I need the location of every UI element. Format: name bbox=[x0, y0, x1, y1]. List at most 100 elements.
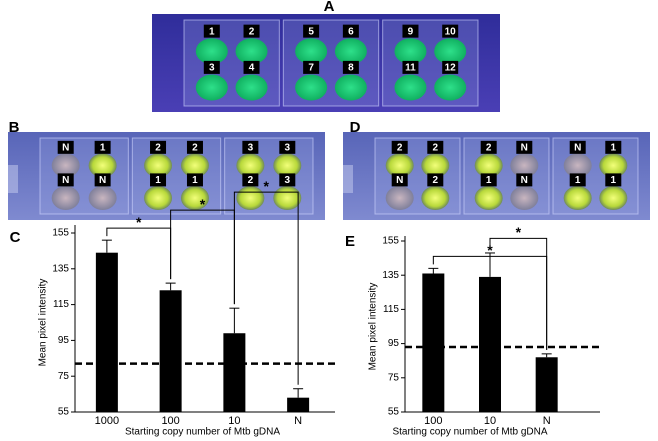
well bbox=[334, 38, 367, 65]
well-label: 3 bbox=[285, 142, 291, 153]
well-label: 2 bbox=[433, 175, 439, 186]
well bbox=[510, 153, 539, 178]
well-label: 8 bbox=[348, 63, 354, 74]
well bbox=[334, 74, 367, 101]
significance-label: * bbox=[487, 242, 493, 258]
well-label: N bbox=[99, 175, 106, 186]
y-axis-label: Mean pixel intensity bbox=[368, 283, 379, 371]
panel-letter: C bbox=[10, 229, 21, 246]
well-label-box bbox=[480, 140, 497, 154]
well-label-box bbox=[516, 140, 533, 154]
well-label: 6 bbox=[348, 26, 354, 37]
well bbox=[394, 74, 427, 101]
well bbox=[195, 38, 228, 65]
well-label-box bbox=[427, 140, 444, 154]
x-tick-label: 10 bbox=[484, 415, 496, 427]
well-label-box bbox=[427, 173, 444, 187]
well bbox=[563, 186, 592, 210]
well-label: 2 bbox=[433, 142, 439, 153]
well bbox=[563, 153, 592, 178]
well-label: 4 bbox=[249, 63, 255, 74]
well bbox=[434, 38, 467, 65]
well-label-box bbox=[516, 173, 533, 187]
well-label: 5 bbox=[308, 26, 314, 37]
well-label-box bbox=[279, 140, 296, 154]
significance-label: * bbox=[200, 196, 206, 212]
well bbox=[394, 38, 427, 65]
y-tick-label: 95 bbox=[58, 335, 70, 346]
well bbox=[510, 186, 539, 210]
panel-letter: B bbox=[9, 119, 20, 136]
well bbox=[88, 186, 117, 210]
well bbox=[51, 186, 80, 210]
y-tick-label: 75 bbox=[58, 371, 70, 382]
well-label: 1 bbox=[486, 175, 492, 186]
well-label-box bbox=[279, 173, 296, 187]
well-label: 1 bbox=[155, 175, 161, 186]
slide-tab bbox=[343, 165, 353, 193]
bar bbox=[535, 357, 558, 412]
well-label: 3 bbox=[285, 175, 291, 186]
well-label-box bbox=[94, 140, 111, 154]
well-label-box bbox=[342, 60, 359, 74]
well-label: 1 bbox=[192, 175, 198, 186]
well-label: N bbox=[574, 142, 581, 153]
well-label: 1 bbox=[611, 175, 617, 186]
well-label-box bbox=[150, 173, 167, 187]
significance-label: * bbox=[264, 178, 270, 194]
x-axis-label: Starting copy number of Mtb gDNA bbox=[392, 427, 547, 438]
well-label: 7 bbox=[308, 63, 314, 74]
well bbox=[474, 186, 503, 210]
well-label: N bbox=[62, 175, 69, 186]
y-tick-label: 95 bbox=[388, 338, 400, 349]
y-tick-label: 115 bbox=[383, 304, 399, 315]
well bbox=[599, 186, 628, 210]
x-axis-label: Starting copy number of Mtb gDNA bbox=[125, 427, 280, 438]
well-label-box bbox=[605, 140, 622, 154]
y-tick-label: 115 bbox=[53, 299, 69, 310]
well-label-box bbox=[391, 140, 408, 154]
well-label: 2 bbox=[486, 142, 492, 153]
significance-label: * bbox=[136, 214, 142, 230]
well-label: 2 bbox=[248, 175, 254, 186]
well bbox=[599, 153, 628, 178]
well-label: 12 bbox=[445, 63, 457, 74]
well bbox=[474, 153, 503, 178]
x-tick-label: N bbox=[294, 415, 302, 427]
well-label-box bbox=[569, 173, 586, 187]
well bbox=[180, 153, 209, 178]
well bbox=[385, 186, 414, 210]
well-label: N bbox=[521, 175, 528, 186]
well-label-box bbox=[402, 60, 419, 74]
well-label-box bbox=[303, 24, 320, 38]
well-label: 2 bbox=[249, 26, 255, 37]
well-label: 3 bbox=[248, 142, 254, 153]
well-label-box bbox=[342, 24, 359, 38]
x-tick-label: 100 bbox=[161, 415, 179, 427]
x-tick-label: 1000 bbox=[95, 415, 119, 427]
well-label: 2 bbox=[397, 142, 403, 153]
well-label-box bbox=[243, 24, 260, 38]
significance-label: * bbox=[516, 224, 522, 240]
well-label: 1 bbox=[209, 26, 215, 37]
well bbox=[195, 74, 228, 101]
well-label-box bbox=[150, 140, 167, 154]
well bbox=[434, 74, 467, 101]
well bbox=[421, 153, 450, 178]
well-label-box bbox=[402, 24, 419, 38]
bar bbox=[422, 273, 445, 412]
well-label: 2 bbox=[192, 142, 198, 153]
bar bbox=[95, 252, 118, 412]
well-label-box bbox=[242, 140, 259, 154]
well bbox=[144, 186, 173, 210]
y-tick-label: 55 bbox=[388, 407, 400, 418]
well bbox=[273, 153, 302, 178]
y-tick-label: 135 bbox=[52, 263, 69, 274]
well-label-box bbox=[569, 140, 586, 154]
well-label: 9 bbox=[408, 26, 414, 37]
well bbox=[180, 186, 209, 210]
bar bbox=[159, 290, 182, 412]
